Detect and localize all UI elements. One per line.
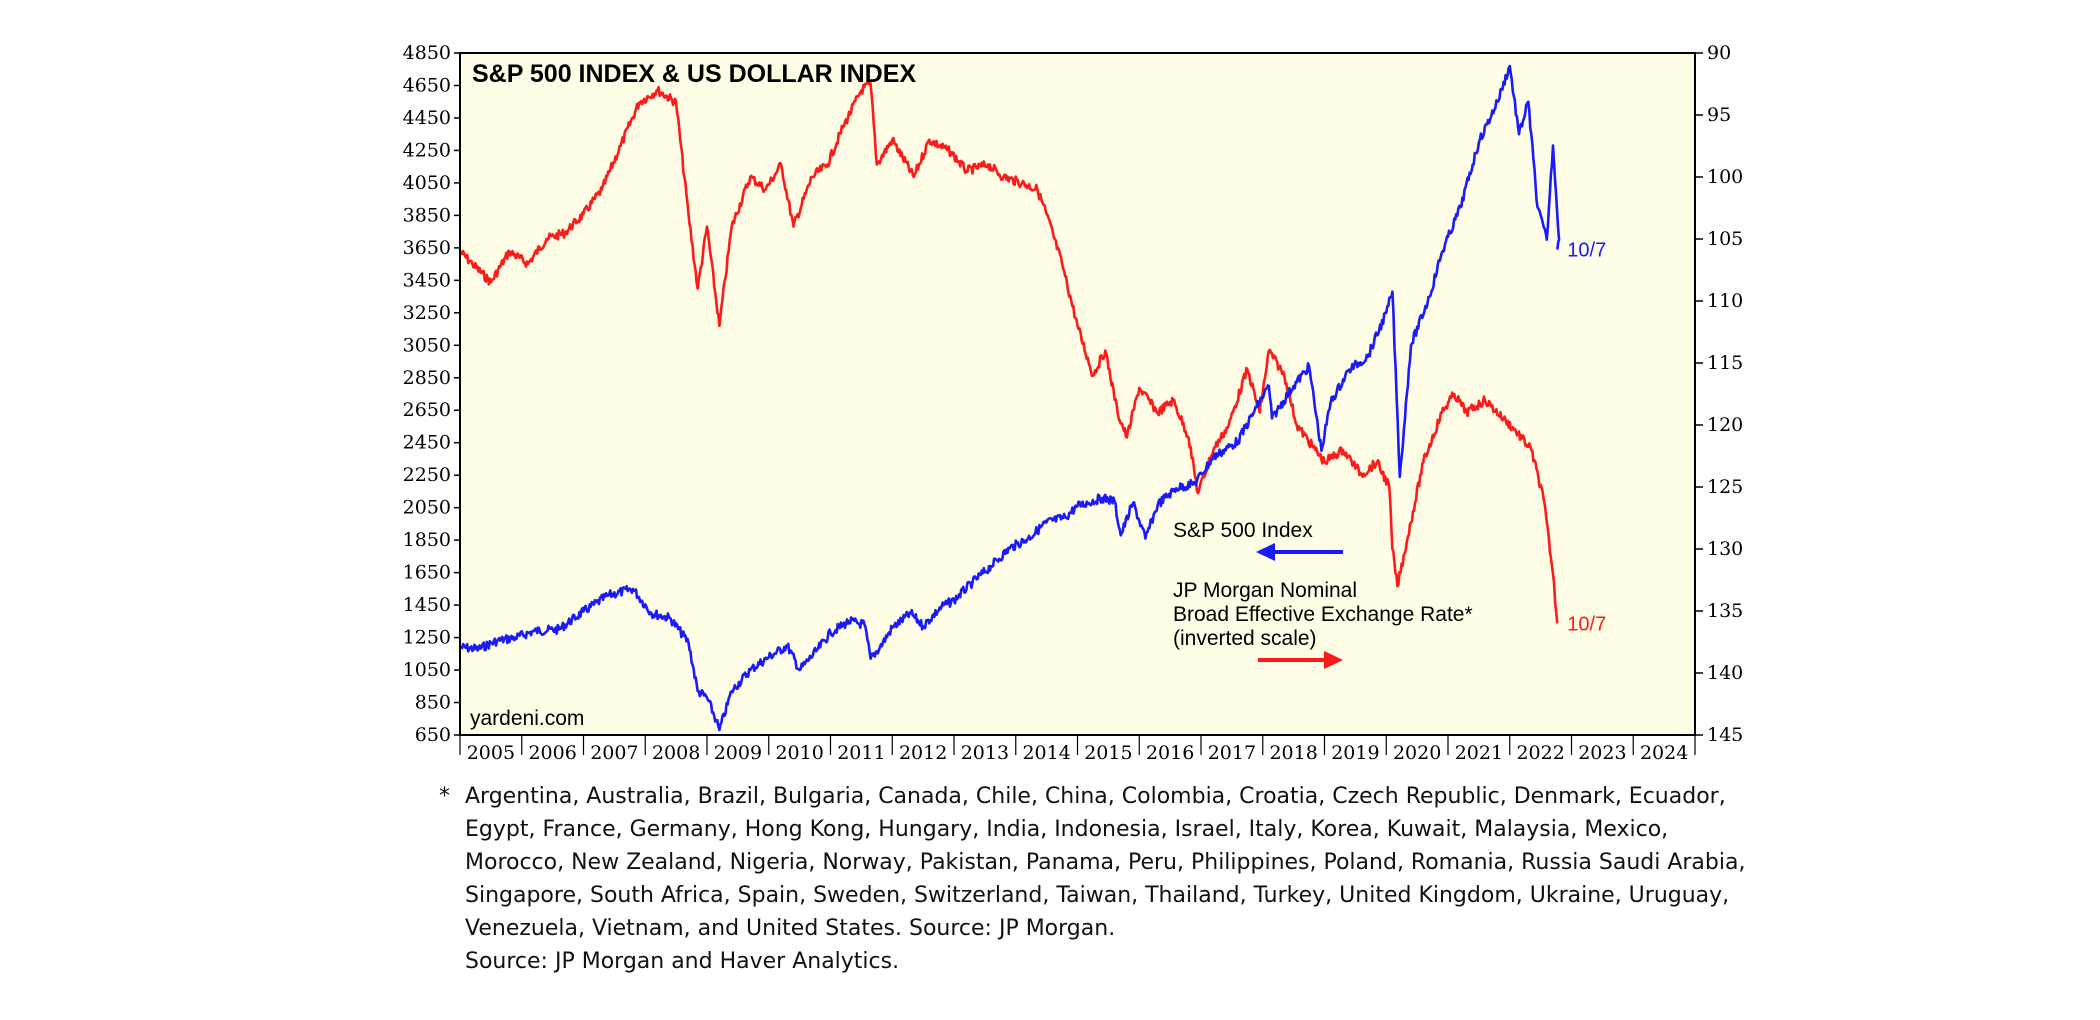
- left-tick-label: 4450: [403, 107, 451, 129]
- right-tick-label: 125: [1707, 476, 1743, 498]
- left-tick-label: 1450: [403, 594, 451, 616]
- left-tick-label: 4650: [403, 74, 451, 96]
- left-tick-label: 2050: [403, 497, 451, 519]
- x-tick-label: 2006: [528, 742, 576, 764]
- left-tick-label: 1850: [403, 529, 451, 551]
- left-tick-label: 2850: [403, 367, 451, 389]
- fx-annotation-line1: JP Morgan Nominal: [1173, 579, 1357, 602]
- footnote-marker: *: [439, 784, 450, 809]
- left-tick-label: 1050: [403, 659, 451, 681]
- left-tick-label: 1250: [403, 627, 451, 649]
- left-tick-label: 650: [415, 724, 451, 746]
- fx-annotation-line3: (inverted scale): [1173, 627, 1317, 650]
- left-tick-label: 2450: [403, 432, 451, 454]
- x-tick-label: 2012: [899, 742, 947, 764]
- x-tick-label: 2010: [775, 742, 823, 764]
- right-tick-label: 90: [1707, 42, 1731, 64]
- x-tick-label: 2009: [714, 742, 762, 764]
- axis-labels: 650 850 1050 1250 1450 1650 1850 2050 2250 2450 26…: [403, 42, 1744, 764]
- right-tick-label: 100: [1707, 166, 1743, 188]
- left-tick-label: 1650: [403, 562, 451, 584]
- right-arrow-icon: [1258, 651, 1343, 669]
- right-tick-label: 145: [1707, 724, 1743, 746]
- x-tick-label: 2013: [961, 742, 1009, 764]
- x-tick-label: 2024: [1640, 742, 1688, 764]
- spx-annotation: S&P 500 Index: [1173, 519, 1313, 542]
- x-tick-label: 2008: [652, 742, 700, 764]
- left-tick-label: 3650: [403, 237, 451, 259]
- watermark: yardeni.com: [470, 707, 584, 730]
- left-tick-label: 3250: [403, 302, 451, 324]
- right-tick-label: 95: [1707, 104, 1731, 126]
- right-tick-label: 140: [1707, 662, 1743, 684]
- left-tick-label: 4250: [403, 139, 451, 161]
- tick-marks: [454, 52, 1703, 755]
- left-arrow-icon: [1256, 543, 1343, 561]
- footnote-source: Source: JP Morgan and Haver Analytics.: [465, 949, 900, 974]
- x-tick-label: 2007: [590, 742, 638, 764]
- left-tick-label: 2250: [403, 464, 451, 486]
- spx-end-label: 10/7: [1567, 239, 1606, 261]
- footnote: * Argentina, Australia, Brazil, Bulgaria…: [439, 780, 1765, 978]
- spx-series-line: [459, 64, 1561, 732]
- fx-end-label: 10/7: [1567, 613, 1606, 635]
- fx-series-line: [459, 79, 1559, 624]
- right-tick-label: 120: [1707, 414, 1743, 436]
- left-tick-label: 3050: [403, 334, 451, 356]
- x-tick-label: 2014: [1022, 742, 1070, 764]
- chart-title: S&P 500 INDEX & US DOLLAR INDEX: [472, 60, 916, 88]
- left-tick-label: 4050: [403, 172, 451, 194]
- x-tick-label: 2015: [1084, 742, 1132, 764]
- x-tick-label: 2017: [1208, 742, 1256, 764]
- x-tick-label: 2022: [1516, 742, 1564, 764]
- left-tick-label: 4850: [403, 42, 451, 64]
- footnote-text: Argentina, Australia, Brazil, Bulgaria, …: [465, 784, 1746, 941]
- chart: 650 850 1050 1250 1450 1650 1850 2050 2250 2450 26…: [403, 42, 1744, 764]
- right-tick-label: 135: [1707, 600, 1743, 622]
- x-tick-label: 2021: [1455, 742, 1503, 764]
- x-tick-label: 2023: [1578, 742, 1626, 764]
- right-tick-label: 115: [1707, 352, 1743, 374]
- x-tick-label: 2005: [467, 742, 515, 764]
- right-tick-label: 130: [1707, 538, 1743, 560]
- x-tick-label: 2011: [837, 742, 885, 764]
- x-tick-label: 2018: [1269, 742, 1317, 764]
- right-tick-label: 105: [1707, 228, 1743, 250]
- right-tick-label: 110: [1707, 290, 1743, 312]
- left-tick-label: 2650: [403, 399, 451, 421]
- x-tick-label: 2019: [1331, 742, 1379, 764]
- x-tick-label: 2016: [1146, 742, 1194, 764]
- left-tick-label: 850: [415, 692, 451, 714]
- left-tick-label: 3450: [403, 269, 451, 291]
- x-tick-label: 2020: [1393, 742, 1441, 764]
- fx-annotation-line2: Broad Effective Exchange Rate*: [1173, 603, 1473, 626]
- plot-area: [460, 53, 1695, 735]
- left-tick-label: 3850: [403, 204, 451, 226]
- plot-frame: [459, 52, 1696, 736]
